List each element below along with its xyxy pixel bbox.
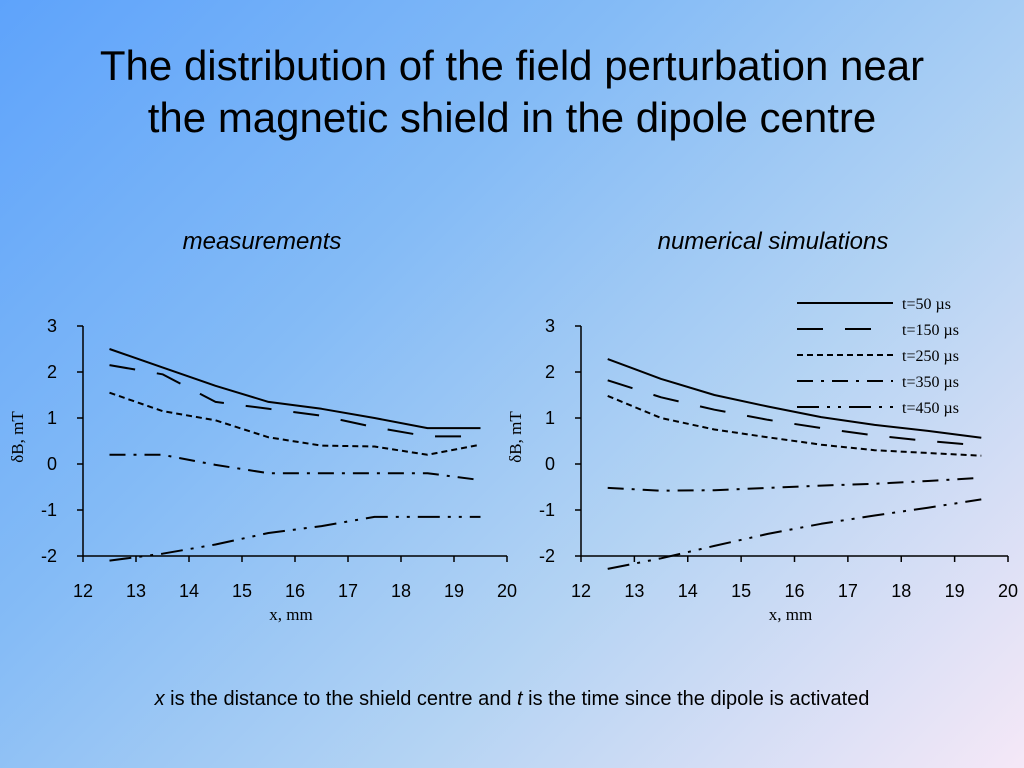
x-tick-label: 17	[338, 581, 358, 601]
x-tick-label: 14	[179, 581, 199, 601]
x-tick-label: 17	[838, 581, 858, 601]
legend: t=50 µs t=150 µs t=250 µs t=350 µs t=450 µs	[797, 296, 959, 417]
series-line-0	[607, 358, 982, 439]
y-tick-label: 2	[545, 362, 555, 382]
series-line-4	[109, 515, 481, 562]
x-tick-label: 18	[391, 581, 411, 601]
series-line-3	[109, 453, 481, 482]
series-line-2	[109, 391, 481, 456]
caption: x is the distance to the shield centre a…	[0, 688, 1024, 711]
legend-label-2: t=250 µs	[902, 348, 959, 365]
series-line-2	[607, 394, 982, 457]
caption-t-var: t	[517, 688, 523, 710]
x-tick-label: 20	[998, 581, 1018, 601]
x-tick-label: 18	[891, 581, 911, 601]
caption-part-1: is the distance to the shield centre and	[164, 688, 518, 710]
caption-part-2: is the time since the dipole is activate…	[522, 688, 870, 710]
x-tick-label: 15	[731, 581, 751, 601]
chart-title-simulations: numerical simulations	[657, 228, 889, 255]
x-tick-label: 16	[784, 581, 804, 601]
series-line-1	[109, 364, 481, 438]
y-tick-label: -2	[539, 546, 555, 566]
legend-label-0: t=50 µs	[902, 296, 951, 313]
x-tick-label: 12	[571, 581, 591, 601]
legend-label-4: t=450 µs	[902, 400, 959, 417]
x-tick-label: 12	[73, 581, 93, 601]
legend-label-1: t=150 µs	[902, 322, 959, 339]
chart-title-measurements: measurements	[182, 228, 342, 255]
y-tick-label: 2	[47, 362, 57, 382]
y-tick-label: 1	[47, 408, 57, 428]
y-axis-label: δB, mT	[506, 411, 525, 463]
title-line-1: The distribution of the field perturbati…	[99, 42, 925, 89]
page-title: The distribution of the field perturbati…	[0, 40, 1024, 144]
y-tick-label: -1	[539, 500, 555, 520]
x-axis-label: x, mm	[269, 605, 312, 624]
series-line-3	[607, 476, 982, 492]
x-tick-label: 15	[232, 581, 252, 601]
x-tick-label: 14	[678, 581, 698, 601]
y-tick-label: 3	[47, 316, 57, 336]
x-tick-label: 20	[497, 581, 517, 601]
y-axis-label: δB, mT	[8, 411, 27, 463]
y-tick-label: 3	[545, 316, 555, 336]
series-line-4	[607, 498, 982, 570]
series-line-0	[109, 348, 481, 430]
x-tick-label: 16	[285, 581, 305, 601]
y-tick-label: 1	[545, 408, 555, 428]
x-tick-label: 13	[126, 581, 146, 601]
y-tick-label: 0	[545, 454, 555, 474]
series-line-1	[607, 379, 982, 447]
x-tick-label: 19	[945, 581, 965, 601]
title-line-2: the magnetic shield in the dipole centre	[147, 94, 877, 141]
x-tick-label: 19	[444, 581, 464, 601]
x-axis-label: x, mm	[769, 605, 812, 624]
caption-x-var: x	[154, 688, 165, 710]
y-tick-label: -1	[41, 500, 57, 520]
y-tick-label: -2	[41, 546, 57, 566]
x-tick-label: 13	[624, 581, 644, 601]
y-tick-label: 0	[47, 454, 57, 474]
legend-label-3: t=350 µs	[902, 374, 959, 391]
